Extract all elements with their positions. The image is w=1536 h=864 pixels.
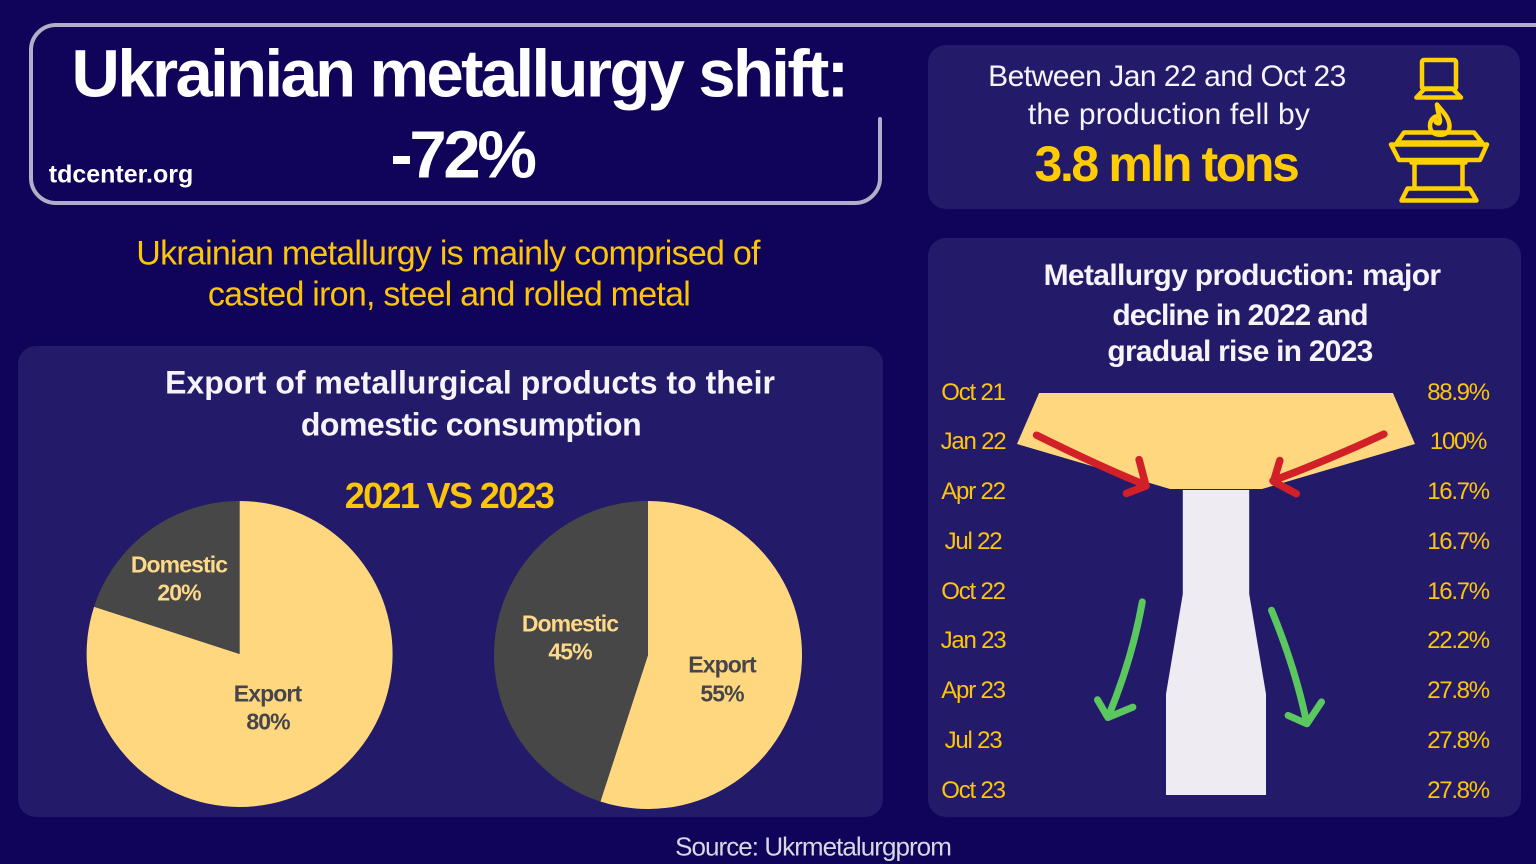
pie-labels: Domestic 20% Export 80% Domestic 45% Export 55%: [18, 346, 883, 817]
funnel-value-0: 88.9%: [1427, 378, 1490, 406]
stat-card-value: 3.8 mln tons: [1034, 136, 1300, 192]
funnel-date-2: Apr 22: [941, 478, 1006, 505]
pie-2021-label-domestic: Domestic: [130, 551, 228, 578]
funnel-rows: Oct 21 88.9% Jan 22 100% Apr 22 16.7% Jul 22 16…: [928, 238, 1521, 817]
stat-card-line2: the production fell by: [1027, 98, 1311, 131]
stat-card-line1: Between Jan 22 and Oct 23: [988, 60, 1346, 93]
pie-2023-value-domestic: 45%: [548, 638, 592, 665]
funnel-value-3: 16.7%: [1427, 527, 1490, 555]
logo-text: tdcenter.org: [48, 160, 194, 189]
page-title: Ukrainian metallurgy shift:: [71, 36, 850, 112]
pie-2021-value-domestic: 20%: [157, 579, 201, 605]
memorial-flame-podium-icon: [1388, 57, 1490, 203]
icon-flame: [1427, 102, 1452, 138]
funnel-date-1: Jan 22: [940, 428, 1007, 456]
pie-2021-label-export: Export: [233, 680, 302, 706]
title-box-border: [29, 23, 1536, 205]
production-title-line3: gradual rise in 2023: [1107, 334, 1373, 368]
subtitle-line1: Ukrainian metallurgy is mainly comprised…: [136, 234, 760, 273]
green-arrow-right: [1268, 606, 1325, 728]
funnel-date-8: Oct 23: [941, 776, 1006, 804]
pie-2023-value-export: 55%: [700, 680, 744, 707]
pie-2023-slice-export: [600, 501, 802, 809]
funnel-value-8: 27.8%: [1427, 776, 1490, 804]
export-panel: Export of metallurgical products to thei…: [18, 346, 883, 817]
production-title-line2: decline in 2022 and: [1112, 298, 1368, 332]
funnel-value-2: 16.7%: [1427, 478, 1490, 505]
red-arrow-right: [1269, 430, 1388, 498]
pie-2023-label-domestic: Domestic: [521, 610, 619, 637]
decline-arrows: [1032, 430, 1388, 498]
funnel-date-5: Jan 23: [940, 627, 1007, 655]
funnel-chart: [1017, 393, 1415, 795]
export-panel-heading-line1: Export of metallurgical products to thei…: [165, 364, 775, 401]
export-panel-heading-line2: domestic consumption: [300, 406, 642, 443]
icon-podium-bowl: [1388, 142, 1490, 163]
pie-2021-slice-domestic: [94, 501, 240, 654]
pie-charts: [86, 501, 802, 809]
funnel-date-7: Jul 23: [944, 726, 1003, 754]
funnel-value-4: 16.7%: [1427, 577, 1490, 605]
stat-card: Between Jan 22 and Oct 23 the production…: [928, 45, 1520, 209]
production-panel: Metallurgy production: major decline in …: [928, 238, 1521, 817]
icon-screen: [1419, 57, 1459, 92]
funnel-date-4: Oct 22: [941, 577, 1006, 605]
funnel-recovery-segment: [1166, 490, 1266, 795]
red-arrow-left: [1032, 431, 1150, 498]
pie-2023-label-export: Export: [688, 651, 756, 678]
icon-keyboard: [1414, 86, 1464, 100]
icon-column-sides: [1412, 160, 1465, 191]
funnel-value-5: 22.2%: [1427, 627, 1490, 655]
funnel-value-7: 27.8%: [1427, 726, 1490, 754]
pie-2021-value-export: 80%: [246, 708, 290, 735]
subtitle-line2: casted iron, steel and rolled metal: [207, 275, 691, 314]
funnel-date-6: Apr 23: [941, 677, 1006, 704]
source-credit: Source: Ukrmetalurgprom: [675, 831, 952, 862]
green-arrow-left: [1094, 598, 1146, 721]
icon-base: [1399, 186, 1479, 203]
production-title-line1: Metallurgy production: major: [1043, 259, 1441, 292]
funnel-value-6: 27.8%: [1427, 677, 1490, 704]
icon-podium-rim: [1394, 130, 1485, 145]
page-title-value: -72%: [390, 117, 537, 193]
funnel-date-3: Jul 22: [944, 527, 1003, 555]
pie-2023-slice-domestic: [493, 501, 648, 802]
versus-label: 2021 VS 2023: [344, 475, 555, 516]
funnel-date-0: Oct 21: [941, 378, 1006, 406]
recovery-arrows: [1094, 598, 1325, 728]
funnel-value-1: 100%: [1429, 428, 1487, 456]
